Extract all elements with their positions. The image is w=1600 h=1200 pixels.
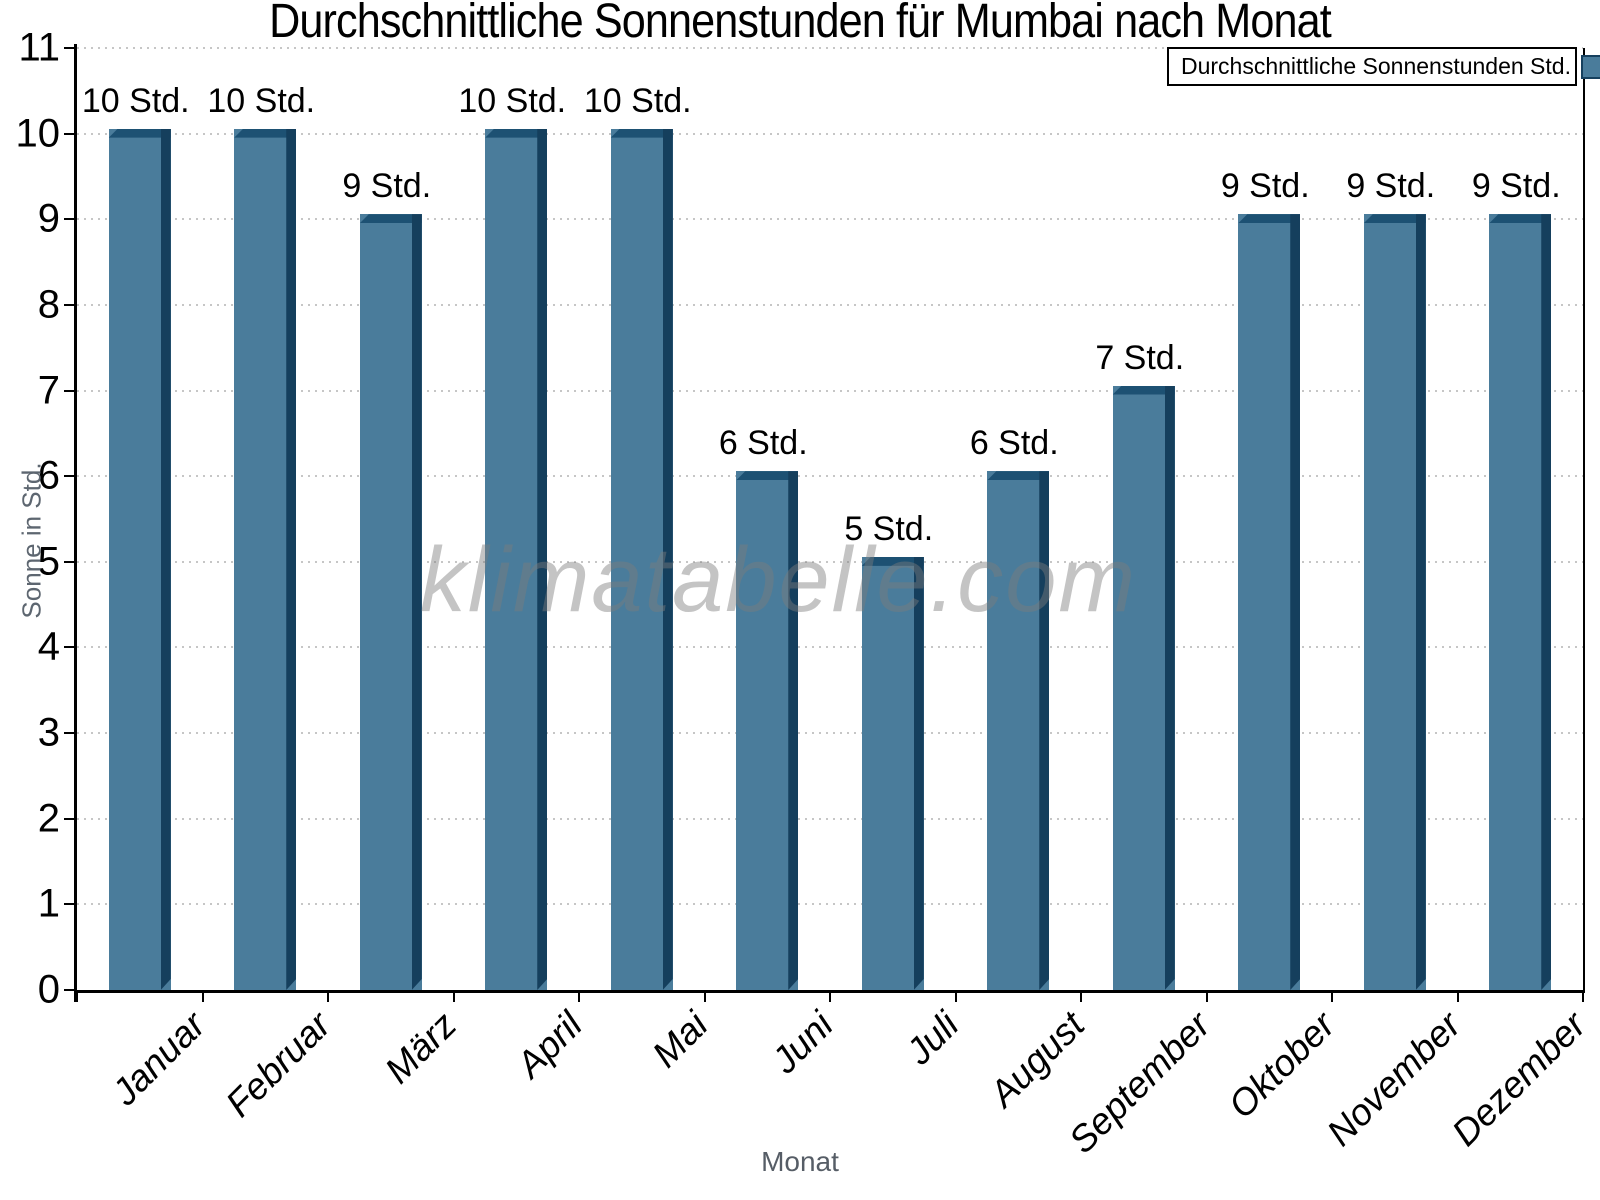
x-axis-tick [452,990,455,1002]
y-axis-tick [64,560,74,563]
y-axis-tick [64,132,74,135]
y-tick-label: 11 [18,25,60,70]
x-axis-tick [954,990,957,1002]
y-tick-label: 6 [37,453,60,498]
gridline [77,47,1583,49]
right-border-line [1583,48,1585,993]
gridline [77,560,1583,563]
x-axis-tick [1080,990,1082,1002]
gridline [77,218,1583,221]
y-tick-label: 5 [37,539,60,584]
y-tick-label: 7 [37,368,60,413]
x-axis-tick [703,990,706,1002]
bar-value-label: 10 Std. [458,81,567,120]
x-axis-tick [327,990,329,1002]
x-axis-tick [1331,990,1333,1002]
x-axis-tick [76,990,78,1002]
bar-value-label: 9 Std. [1346,167,1436,206]
y-tick-label: 2 [37,796,60,841]
y-tick-label: 10 [15,111,61,156]
bar-value-label: 10 Std. [583,81,692,120]
y-axis-title: Sonne in Std. [16,462,47,619]
y-axis-tick [64,475,74,478]
x-tick-label: Dezember [1444,1004,1594,1154]
x-axis-tick [1582,990,1584,1002]
gridline [77,646,1583,649]
plot-area: 0 1 2 3 4 5 6 7 8 9 10 11 10 Std. 10 Std. 9 Std. 10 Std… [16,26,1585,1012]
x-tick-label: November [1318,1004,1469,1154]
bar [1238,214,1301,990]
bar [1363,214,1426,990]
bar-value-label: 10 Std. [81,81,190,120]
y-tick-label: 8 [37,282,60,327]
x-tick-label: April [508,1004,590,1086]
chart-title: Durchschnittliche Sonnenstunden für Mumb… [269,0,1332,48]
legend: Durchschnittliche Sonnenstunden Std. [1167,47,1600,86]
bar [861,556,924,990]
gridline [77,132,1583,135]
bar-value-label: 9 Std. [342,167,432,206]
x-axis-tick [201,990,204,1002]
x-axis-tick [829,990,831,1002]
bar-value-label: 10 Std. [207,81,316,120]
bar [1112,385,1175,990]
y-tick-label: 0 [37,967,60,1012]
y-axis-tick [64,218,74,221]
y-axis-tick [64,817,74,820]
x-axis-tick [1456,990,1459,1002]
x-tick-label: Oktober [1220,1004,1343,1127]
y-tick-label: 9 [37,196,60,241]
legend-swatch-icon [1580,54,1600,79]
bar [485,128,548,990]
bar-value-label: 5 Std. [844,509,934,548]
bar-value-label: 9 Std. [1471,167,1561,206]
x-tick-label: März [377,1004,465,1092]
bar [987,471,1050,990]
y-axis-tick [64,47,74,49]
x-axis-tick [578,990,580,1002]
x-tick-label: Juli [898,1004,967,1073]
bar [610,128,673,990]
y-axis-tick [64,989,74,991]
gridline [77,903,1583,906]
y-tick-label: 4 [37,624,60,669]
bar [359,214,422,990]
x-tick-label: August [981,1004,1092,1115]
y-axis-line [74,44,77,1002]
x-tick-label: Juni [763,1004,841,1081]
gridline [77,817,1583,820]
x-axis-tick [1205,990,1208,1002]
gridline [77,475,1583,478]
x-tick-label: Februar [218,1004,339,1125]
bar [736,471,799,990]
gridline [77,303,1583,306]
y-axis-tick [64,389,74,392]
gridline [77,389,1583,392]
y-tick-label: 1 [37,881,60,926]
x-axis-title: Monat [761,1146,839,1177]
y-tick-label: 3 [37,710,60,755]
gridline [77,732,1583,735]
legend-label: Durchschnittliche Sonnenstunden Std. [1181,53,1571,79]
y-axis-tick [64,646,74,649]
bar [108,128,171,990]
y-axis-tick [64,732,74,735]
bar-value-label: 7 Std. [1095,338,1185,377]
x-tick-label: Mai [644,1004,716,1076]
x-tick-label: Januar [104,1004,214,1113]
bar-value-label: 6 Std. [718,424,808,463]
bar [234,128,297,990]
watermark: klimatabelle.com [419,529,1138,631]
y-axis-tick [64,303,74,306]
bar [1489,214,1552,990]
bar-value-label: 6 Std. [969,424,1059,463]
y-axis-tick [64,903,74,906]
bar-value-label: 9 Std. [1220,167,1310,206]
